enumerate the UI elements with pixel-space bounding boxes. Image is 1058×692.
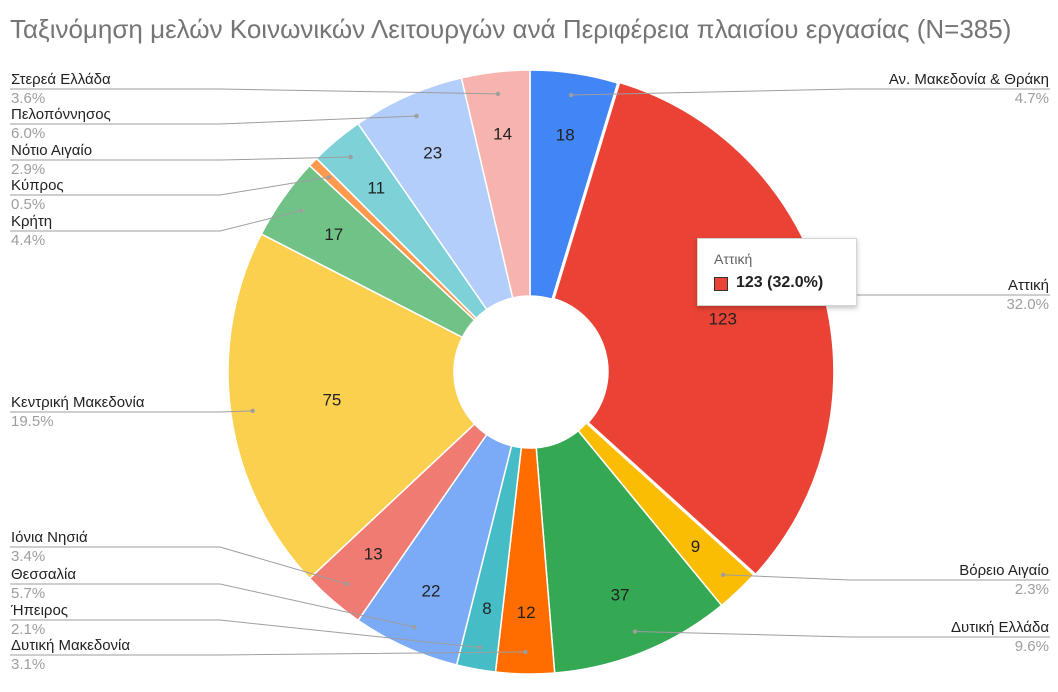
tooltip-swatch bbox=[714, 277, 728, 291]
leader-line bbox=[635, 631, 1050, 638]
slice-value-label: 23 bbox=[423, 144, 442, 163]
legend-percent: 2.9% bbox=[11, 161, 45, 178]
slice-value-label: 37 bbox=[611, 585, 630, 604]
legend-label-πελοπόννησος: Πελοπόννησος bbox=[11, 106, 111, 123]
legend-label-δυτική-ελλάδα: Δυτική Ελλάδα bbox=[951, 619, 1049, 636]
legend-percent: 2.1% bbox=[11, 621, 45, 638]
leader-line bbox=[10, 115, 417, 125]
legend-label-κεντρική-μακεδονία: Κεντρική Μακεδονία bbox=[11, 394, 145, 411]
tooltip-title: Αττική bbox=[714, 251, 753, 267]
legend-percent: 4.7% bbox=[1015, 90, 1049, 107]
slice-κεντρική-μακεδονία[interactable] bbox=[227, 233, 476, 580]
legend-percent: 32.0% bbox=[1006, 296, 1049, 313]
slice-value-label: 13 bbox=[364, 545, 383, 564]
legend-label-νότιο-αιγαίο: Νότιο Αιγαίο bbox=[11, 142, 92, 159]
slice-δυτική-ελλάδα[interactable] bbox=[535, 429, 723, 674]
legend-percent: 9.6% bbox=[1015, 638, 1049, 655]
leader-line bbox=[10, 619, 480, 648]
legend-percent: 3.6% bbox=[11, 90, 45, 107]
slice-αττική[interactable] bbox=[553, 81, 835, 576]
slice-αν-μακεδονία-θράκη[interactable] bbox=[529, 69, 619, 301]
slice-value-label: 12 bbox=[517, 603, 536, 622]
leader-line bbox=[10, 546, 348, 585]
legend-percent: 3.1% bbox=[11, 656, 45, 673]
slice-value-label: 17 bbox=[324, 225, 343, 244]
leader-line bbox=[10, 176, 329, 196]
legend-label-στερεά-ελλάδα: Στερεά Ελλάδα bbox=[11, 71, 111, 88]
legend-label-κύπρος: Κύπρος bbox=[11, 177, 64, 194]
slice-value-label: 75 bbox=[322, 391, 341, 410]
legend-percent: 19.5% bbox=[11, 413, 54, 430]
leader-line bbox=[723, 574, 1050, 581]
tooltip-value: 123 (32.0%) bbox=[736, 274, 824, 291]
leader-line bbox=[10, 651, 526, 656]
slice-value-label: 22 bbox=[421, 582, 440, 601]
chart-title: Ταξινόμηση μελών Κοινωνικών Λειτουργών α… bbox=[10, 14, 1012, 44]
slice-value-label: 9 bbox=[691, 537, 700, 556]
legend-label-ήπειρος: Ήπειρος bbox=[10, 602, 68, 619]
slice-value-label: 8 bbox=[482, 599, 491, 618]
legend-label-ιόνια-νησιά: Ιόνια Νησιά bbox=[11, 529, 88, 546]
slice-value-label: 11 bbox=[367, 179, 385, 198]
legend-percent: 5.7% bbox=[11, 585, 45, 602]
slice-στερεά-ελλάδα[interactable] bbox=[460, 69, 531, 299]
legend-label-κρήτη: Κρήτη bbox=[11, 213, 52, 230]
slice-value-label: 123 bbox=[709, 310, 737, 329]
legend-label-δυτική-μακεδονία: Δυτική Μακεδονία bbox=[11, 637, 130, 654]
legend-percent: 0.5% bbox=[11, 196, 45, 213]
leader-line bbox=[10, 583, 415, 628]
leader-line bbox=[10, 88, 499, 95]
legend-percent: 2.3% bbox=[1015, 581, 1049, 598]
slice-value-label: 14 bbox=[493, 125, 512, 144]
legend-label-αν-μακεδονία-θράκη: Αν. Μακεδονία & Θράκη bbox=[889, 71, 1049, 88]
slice-value-label: 18 bbox=[556, 126, 575, 145]
leader-line bbox=[10, 210, 302, 232]
legend-label-θεσσαλία: Θεσσαλία bbox=[11, 566, 76, 583]
legend-label-αττική: Αττική bbox=[1008, 277, 1049, 294]
leader-line bbox=[571, 88, 1050, 96]
legend-label-βόρειο-αιγαίο: Βόρειο Αιγαίο bbox=[959, 562, 1049, 579]
leader-dot bbox=[250, 408, 255, 414]
leader-line bbox=[10, 156, 351, 161]
legend-percent: 4.4% bbox=[11, 232, 45, 249]
legend-percent: 6.0% bbox=[11, 125, 45, 142]
leader-line bbox=[10, 410, 253, 413]
legend-percent: 3.4% bbox=[11, 548, 45, 565]
slice-tooltip: Αττική 123 (32.0%) bbox=[697, 238, 857, 306]
